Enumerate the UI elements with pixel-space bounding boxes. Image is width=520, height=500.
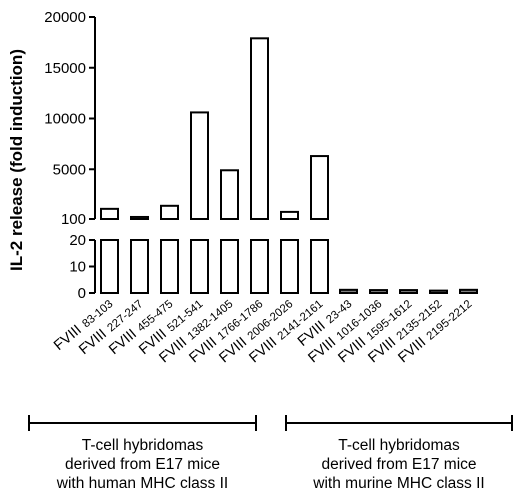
y-tick-label: 5000: [53, 161, 86, 178]
bar-lower-segment: [250, 239, 269, 294]
category-labels: FVIII83-103FVIII227-247FVIII455-475FVIII…: [51, 298, 474, 366]
y-tick-label: 20000: [44, 9, 86, 26]
bar-upper-segment: [190, 111, 209, 220]
y-axis-title: IL-2 release (fold induction): [7, 49, 26, 271]
bar-lower-segment: [160, 239, 179, 294]
group-label-line: T-cell hybridomas: [82, 437, 204, 454]
bar-upper-segment: [280, 210, 299, 220]
bar: [429, 289, 448, 294]
bar: [369, 289, 388, 294]
bar-lower-segment: [310, 239, 329, 294]
y-tick-label: 100: [61, 211, 86, 228]
y-tick-label: 15000: [44, 60, 86, 77]
group-label-line: derived from E17 mice: [321, 456, 476, 473]
group-label-line: T-cell hybridomas: [338, 437, 460, 454]
bar-lower-segment: [100, 239, 119, 294]
y-tick-label: 10000: [44, 111, 86, 128]
bar: [399, 289, 418, 294]
y-tick-label: 10: [69, 259, 86, 276]
bar-lower-segment: [190, 239, 209, 294]
bar-lower-segment: [280, 239, 299, 294]
group-label-line: derived from E17 mice: [65, 456, 220, 473]
bar-upper-segment: [250, 37, 269, 220]
bar: [339, 288, 358, 295]
group-label-line: with human MHC class II: [56, 475, 228, 492]
bar-upper-segment: [100, 207, 119, 220]
bar: [459, 288, 478, 295]
group-label-line: with murine MHC class II: [312, 475, 484, 492]
bar-upper-segment: [310, 155, 329, 220]
bar-upper-segment: [130, 215, 149, 220]
y-tick-label: 0: [78, 285, 86, 302]
bars: [100, 37, 478, 295]
group-annotations: T-cell hybridomas derived from E17 mice wi…: [28, 415, 513, 492]
bar-lower-segment: [130, 239, 149, 294]
y-tick-label: 20: [69, 232, 86, 249]
bar-upper-segment: [220, 169, 239, 220]
bar-upper-segment: [160, 204, 179, 220]
bar-lower-segment: [220, 239, 239, 294]
